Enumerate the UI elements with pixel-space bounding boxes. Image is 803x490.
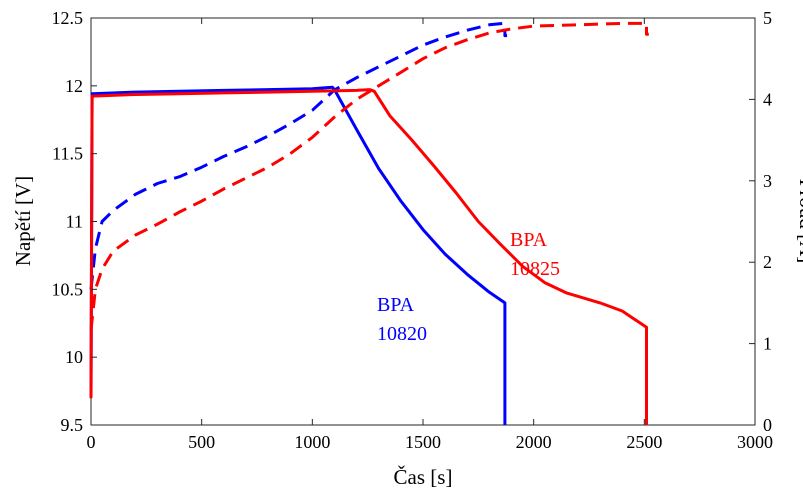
y-right-tick-label: 5 xyxy=(763,8,772,28)
y-right-tick-label: 3 xyxy=(763,171,772,191)
y-left-tick-label: 9.5 xyxy=(61,415,84,435)
y-right-tick-label: 2 xyxy=(763,252,772,272)
x-tick-label: 2500 xyxy=(626,432,662,452)
annotation-bpa-10825: BPA 10825 xyxy=(510,229,560,280)
x-tick-label: 2000 xyxy=(516,432,552,452)
x-tick-label: 3000 xyxy=(737,432,773,452)
y-right-tick-label: 1 xyxy=(763,334,772,354)
y-axis-left-title: Napětí [V] xyxy=(11,176,35,266)
ticks-layer xyxy=(90,17,756,426)
series-line-2-dashed xyxy=(89,21,649,331)
y-left-tick-label: 12.5 xyxy=(52,8,84,28)
tick-labels-layer: 0 500 1000 1500 2000 2500 30009.51010.51111.51… xyxy=(52,8,774,452)
annotation-line: 10820 xyxy=(377,323,427,345)
x-tick-label: 1000 xyxy=(294,432,330,452)
x-tick-label: 1500 xyxy=(405,432,441,452)
annotation-bpa-10820: BPA 10820 xyxy=(377,294,427,345)
x-tick-label: 0 xyxy=(87,432,96,452)
y-right-tick-label: 0 xyxy=(763,415,772,435)
x-tick-label: 500 xyxy=(188,432,215,452)
y-axis-right-title: Proud [A] xyxy=(795,179,803,264)
annotation-line: BPA xyxy=(377,294,415,316)
y-left-tick-label: 11 xyxy=(66,212,83,232)
annotation-line: 10825 xyxy=(510,258,560,280)
x-axis-title: Čas [s] xyxy=(394,465,453,489)
y-left-tick-label: 10.5 xyxy=(52,279,84,299)
y-right-tick-label: 4 xyxy=(763,89,772,109)
annotation-line: BPA xyxy=(510,229,548,251)
y-left-tick-label: 12 xyxy=(65,76,83,96)
y-left-tick-label: 11.5 xyxy=(52,144,83,164)
series-line-0-dashed xyxy=(89,21,508,290)
series-layer xyxy=(89,21,649,425)
series-line-3-solid xyxy=(89,88,648,425)
y-left-tick-label: 10 xyxy=(65,347,83,367)
